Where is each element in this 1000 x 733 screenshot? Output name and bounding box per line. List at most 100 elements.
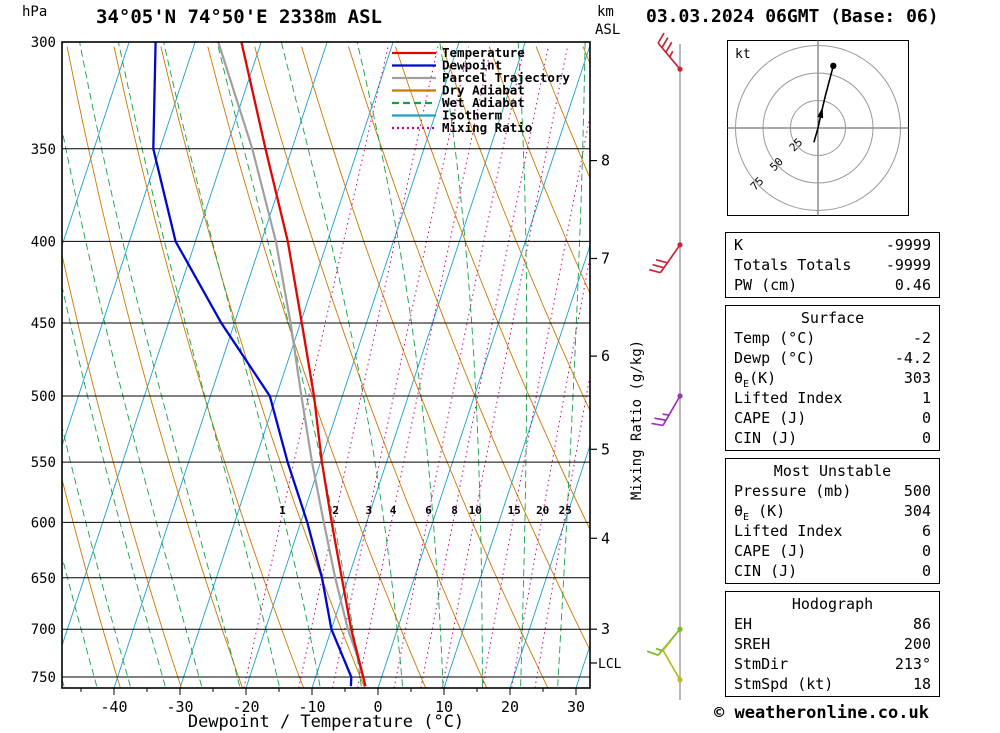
legend-label: Wet Adiabat — [442, 95, 525, 110]
stats-section-hodograph-stats: Hodograph EH 86 SREH 200 StmDir 213° StmSpd (kt… — [725, 591, 940, 697]
stat-row: Pressure (mb) 500 — [726, 481, 939, 501]
svg-text:450: 450 — [31, 316, 56, 332]
stat-value: 1 — [921, 389, 931, 407]
hodograph-unit-label: kt — [735, 47, 751, 62]
svg-text:7: 7 — [601, 250, 610, 268]
wind-barb — [657, 32, 683, 72]
stat-value: 0 — [921, 429, 931, 447]
stat-row: Lifted Index 1 — [726, 388, 939, 408]
pressure-gridlines — [62, 41, 590, 678]
svg-text:-40: -40 — [100, 698, 127, 716]
legend-label: Dewpoint — [442, 58, 502, 73]
svg-text:500: 500 — [31, 389, 56, 405]
stat-label: Temp (°C) — [734, 329, 816, 347]
stat-row: θE (K) 304 — [726, 501, 939, 523]
svg-text:15: 15 — [508, 504, 521, 517]
stat-value: 18 — [912, 675, 931, 693]
svg-text:-10: -10 — [298, 698, 325, 716]
svg-text:600: 600 — [31, 515, 56, 531]
datetime-title: 03.03.2024 06GMT (Base: 06) — [646, 6, 939, 27]
stat-row: θE(K) 303 — [726, 368, 939, 390]
svg-text:-30: -30 — [166, 698, 193, 716]
isotherm-lines — [62, 42, 590, 688]
legend-label: Isotherm — [442, 108, 503, 123]
stats-section-most-unstable: Most Unstable Pressure (mb) 500 θE (K) 304 Li… — [725, 458, 940, 584]
wind-barb — [651, 393, 683, 427]
stat-row: StmDir 213° — [726, 654, 939, 674]
stat-label: StmDir — [734, 655, 789, 673]
stat-label: Totals Totals — [734, 256, 852, 274]
svg-text:700: 700 — [31, 622, 56, 638]
mixing-ratio-labels: 1 2 3 4 6 8 10 15 20 25 — [279, 504, 572, 517]
svg-text:3: 3 — [365, 504, 372, 517]
pressure-axis-labels: 300 350 400 450 500 550 600 650 700 750 hPa — [22, 4, 56, 686]
stat-value: 0.46 — [894, 276, 931, 294]
stat-label: Pressure (mb) — [734, 482, 852, 500]
stat-row: SREH 200 — [726, 634, 939, 654]
dewpoint-curve — [152, 42, 353, 687]
svg-text:20: 20 — [536, 504, 549, 517]
stat-value: 500 — [903, 482, 931, 500]
stat-row: CAPE (J) 0 — [726, 541, 939, 561]
stat-row: CIN (J) 0 — [726, 428, 939, 448]
stat-value: 213° — [894, 655, 931, 673]
svg-text:4: 4 — [390, 504, 397, 517]
stat-value: 200 — [903, 635, 931, 653]
wind-barb — [662, 640, 683, 683]
parcel-trajectory-curve — [217, 42, 367, 687]
svg-text:6: 6 — [601, 347, 610, 365]
stat-label: SREH — [734, 635, 771, 653]
stats-section-surface: Surface Temp (°C) -2 Dewp (°C) -4.2 θE(K) 303 L… — [725, 305, 940, 451]
svg-text:25: 25 — [559, 504, 572, 517]
stat-row: CIN (J) 0 — [726, 561, 939, 581]
stat-label: Dewp (°C) — [734, 349, 816, 367]
stat-label: CAPE (J) — [734, 409, 807, 427]
svg-text:550: 550 — [31, 455, 56, 471]
legend-label: Temperature — [442, 45, 525, 60]
svg-text:10: 10 — [435, 698, 453, 716]
hodograph-arrow — [817, 106, 824, 119]
svg-text:0: 0 — [373, 698, 382, 716]
stat-label: CIN (J) — [734, 429, 798, 447]
stat-label: θE (K) — [734, 502, 786, 523]
stat-value: 0 — [921, 542, 931, 560]
svg-text:3: 3 — [601, 620, 610, 638]
svg-text:6: 6 — [425, 504, 432, 517]
stat-row: Temp (°C) -2 — [726, 328, 939, 348]
wind-barb — [648, 242, 683, 274]
stat-value: 304 — [903, 502, 931, 520]
stat-value: 0 — [921, 562, 931, 580]
svg-text:hPa: hPa — [22, 4, 47, 20]
lcl-label: LCL — [598, 657, 622, 672]
hodograph-ring — [790, 100, 846, 156]
svg-text:8: 8 — [601, 152, 610, 170]
stat-row: Totals Totals -9999 — [726, 255, 939, 275]
svg-text:4: 4 — [601, 529, 610, 547]
storm-motion-marker — [830, 62, 837, 70]
stat-value: 0 — [921, 409, 931, 427]
stat-row: StmSpd (kt) 18 — [726, 674, 939, 694]
sounding-curves — [152, 42, 367, 687]
legend-label: Parcel Trajectory — [442, 70, 570, 85]
stat-label: Lifted Index — [734, 389, 843, 407]
temperature-axis: -40 -30 -20 -10 0 10 20 30 Dewpoint / Temperatur… — [80, 688, 585, 732]
svg-text:-20: -20 — [232, 698, 259, 716]
temp-axis-title: Dewpoint / Temperature (°C) — [188, 712, 464, 732]
stat-label: CIN (J) — [734, 562, 798, 580]
skewt-chart: 1 2 3 4 6 8 10 15 20 2530035040045050055060065070… — [22, 4, 683, 732]
svg-text:400: 400 — [31, 234, 56, 250]
plot-border — [61, 41, 591, 689]
stats-section-title: Surface — [800, 309, 865, 327]
svg-text:650: 650 — [31, 571, 56, 587]
stat-label: θE(K) — [734, 369, 777, 390]
hodograph-ring — [735, 45, 901, 211]
stat-value: -2 — [912, 329, 931, 347]
legend-label: Mixing Ratio — [442, 120, 532, 135]
svg-text:ASL: ASL — [595, 22, 620, 38]
stat-label: CAPE (J) — [734, 542, 807, 560]
stat-value: -9999 — [885, 236, 931, 254]
hodograph-ring — [762, 72, 874, 184]
stat-label: PW (cm) — [734, 276, 798, 294]
background-lines — [62, 42, 590, 688]
